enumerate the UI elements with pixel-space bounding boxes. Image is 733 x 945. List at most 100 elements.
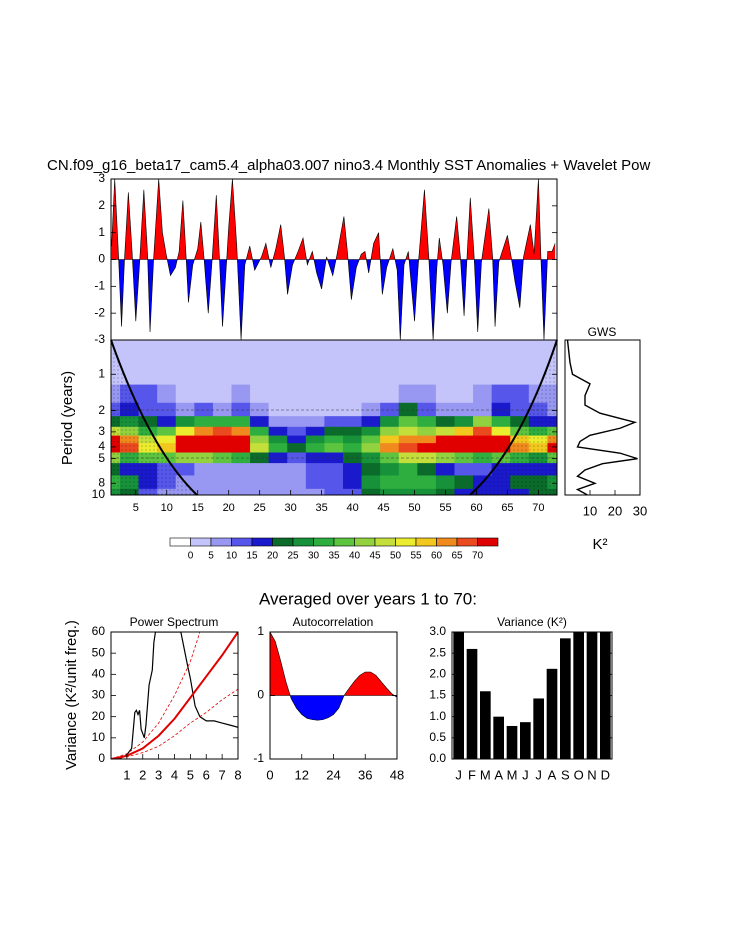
plot-frame: [110, 631, 239, 760]
heat-cell: [342, 443, 363, 454]
heat-cell: [324, 416, 344, 428]
y-tick-label: 40: [92, 667, 106, 681]
x-tick-label: 5: [187, 767, 194, 782]
colorbar-label: 25: [287, 551, 299, 562]
y-tick-label: 3: [98, 424, 105, 438]
heat-cell: [361, 463, 381, 477]
y-tick-label: 1: [257, 624, 264, 638]
chart-title: Variance (K²): [497, 615, 567, 629]
heat-cell: [268, 435, 288, 444]
cone-line: [110, 339, 198, 496]
heat-cell: [305, 443, 326, 454]
heat-cell: [250, 416, 270, 428]
colorbar-label: 5: [208, 551, 214, 562]
heat-cell: [157, 340, 177, 386]
y-tick-label: 50: [92, 645, 106, 659]
bar: [466, 648, 478, 759]
bar: [546, 668, 558, 759]
y-tick-label: 60: [92, 624, 106, 638]
y-tick-label: 1.5: [429, 688, 446, 702]
heat-cell: [361, 435, 381, 444]
heat-cell: [380, 416, 400, 428]
heat-cell: [324, 488, 344, 495]
colorbar-label: 15: [246, 551, 258, 562]
heat-cell: [491, 426, 511, 437]
x-tick-label: O: [574, 767, 584, 782]
heat-cell: [473, 416, 493, 428]
heat-cell: [380, 443, 400, 454]
plot-frame: [451, 631, 613, 760]
x-tick-label: 10: [161, 502, 173, 514]
heat-cell: [287, 435, 307, 444]
y-tick-label: 1: [98, 225, 105, 239]
x-tick-label: 70: [532, 502, 544, 514]
x-tick-label: 60: [470, 502, 482, 514]
heat-cell: [157, 435, 177, 444]
x-tick-label: 7: [219, 767, 226, 782]
y-tick-label: 8: [98, 475, 105, 489]
y-tick-label: 30: [92, 688, 106, 702]
heat-cell: [417, 416, 437, 428]
heat-cell: [435, 340, 456, 386]
heat-cell: [287, 416, 307, 428]
y-tick-label: 1.0: [429, 709, 446, 723]
y-tick-label: 0: [98, 252, 105, 266]
chart-title: CN.f09_g16_beta17_cam5.4_alpha03.007 nin…: [47, 157, 650, 174]
plot-frame: [110, 339, 558, 496]
colorbar-label: 70: [472, 551, 484, 562]
bar: [560, 638, 571, 759]
heat-cell: [435, 416, 456, 428]
heat-cell: [324, 426, 344, 437]
heat-cell: [157, 426, 177, 437]
x-tick-label: A: [494, 767, 503, 782]
heat-cell: [380, 426, 400, 437]
x-tick-label: A: [548, 767, 557, 782]
heat-cell: [380, 384, 400, 404]
positive-area: [111, 179, 556, 260]
heat-cell: [324, 475, 344, 490]
x-tick-label: 55: [439, 502, 451, 514]
colorbar-label: 50: [390, 551, 402, 562]
heat-cell: [268, 416, 288, 428]
colorbar-label: 35: [328, 551, 340, 562]
colorbar-label: 65: [451, 551, 463, 562]
heat-cell: [398, 416, 418, 428]
series-line: [111, 632, 238, 759]
colorbar-box: [292, 537, 314, 547]
x-tick-label: 40: [346, 502, 358, 514]
heat-cell: [473, 426, 493, 437]
series-line: [118, 632, 238, 759]
heat-cell: [324, 435, 344, 444]
heat-cell: [342, 416, 363, 428]
heat-cell: [194, 384, 214, 404]
cone-line: [469, 339, 558, 496]
colorbar-box: [231, 537, 253, 547]
heat-cell: [380, 463, 400, 477]
x-tick-label: 5: [133, 502, 139, 514]
x-tick-label: 30: [285, 502, 297, 514]
heat-cell: [435, 426, 456, 437]
y-tick-label: 5: [98, 451, 105, 465]
colorbar-box: [477, 537, 499, 547]
heat-cell: [417, 443, 437, 454]
heat-cell: [268, 475, 288, 490]
heat-cell: [417, 475, 437, 490]
area-outline: [111, 179, 556, 340]
heat-cell: [231, 463, 251, 477]
heat-cell: [250, 463, 270, 477]
bar: [600, 632, 611, 759]
y-tick-label: -1: [253, 751, 264, 765]
colorbar-box: [374, 537, 396, 547]
y-tick-label: 20: [92, 709, 106, 723]
heat-cell: [361, 340, 381, 386]
heat-cell: [287, 384, 307, 404]
x-tick-label: 24: [326, 767, 340, 782]
x-tick-label: 35: [315, 502, 327, 514]
section-title: Averaged over years 1 to 70:: [259, 589, 477, 608]
stipple: [470, 340, 557, 495]
y-tick-label: 4: [98, 439, 105, 453]
heat-cell: [305, 340, 326, 386]
stipple: [111, 340, 197, 495]
heat-cell: [305, 426, 326, 437]
